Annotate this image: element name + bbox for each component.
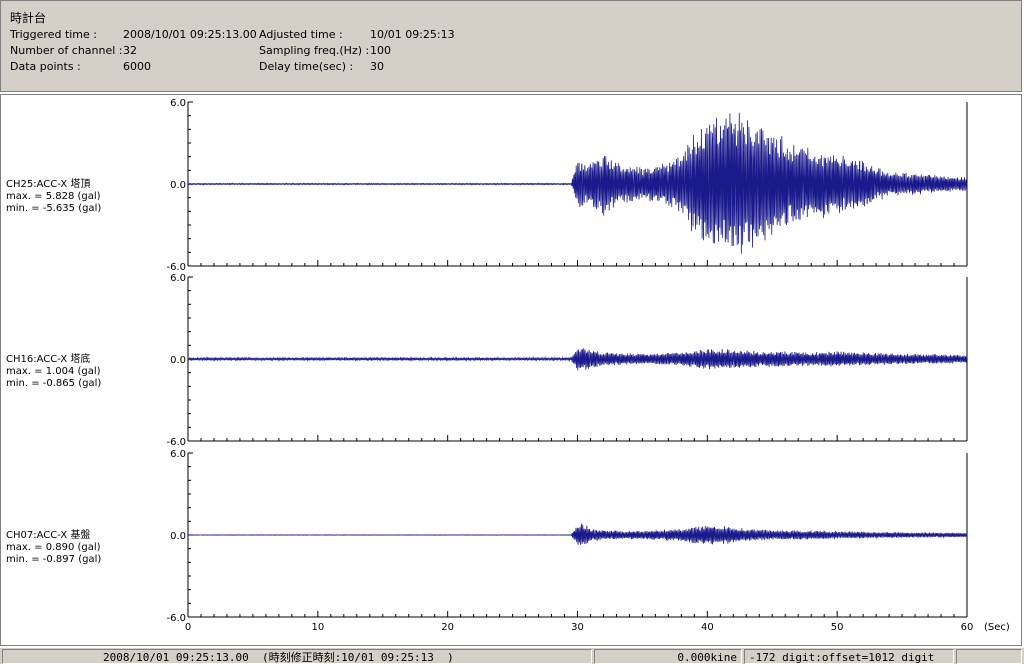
delay-time-label: Delay time(sec) : — [259, 60, 354, 73]
status-empty-cell — [956, 649, 1022, 664]
sampling-freq-label: Sampling freq.(Hz) : — [259, 44, 370, 57]
channel-max-label: max. = 0.890 (gal) — [6, 542, 101, 553]
header-panel: 時計台 Triggered time : 2008/10/01 09:25:13… — [0, 0, 1022, 92]
x-tick-label: 0 — [185, 622, 191, 633]
y-tick-label: 6.0 — [170, 449, 186, 460]
x-tick-label: 30 — [571, 622, 584, 633]
channel-count-value: 32 — [123, 44, 137, 57]
y-tick-label: 6.0 — [170, 98, 186, 109]
channel-count-label: Number of channel : — [10, 44, 123, 57]
x-tick-label: 20 — [441, 622, 454, 633]
data-points-value: 6000 — [123, 60, 151, 73]
data-points-label: Data points : — [10, 60, 81, 73]
x-axis-label: (Sec) — [984, 622, 1010, 633]
station-title: 時計台 — [10, 11, 47, 25]
sampling-freq-value: 100 — [370, 44, 391, 57]
y-tick-label: -6.0 — [166, 613, 186, 624]
triggered-time-value: 2008/10/01 09:25:13.00 — [123, 28, 257, 41]
channel-max-label: max. = 5.828 (gal) — [6, 191, 101, 202]
y-tick-label: 0.0 — [170, 180, 186, 191]
channel-min-label: min. = -0.865 (gal) — [6, 378, 101, 389]
waveform-series-1 — [187, 112, 968, 254]
status-bar: 2008/10/01 09:25:13.00 (時刻修正時刻:10/01 09:… — [0, 647, 1024, 664]
channel-max-label: max. = 1.004 (gal) — [6, 366, 101, 377]
y-tick-label: 6.0 — [170, 273, 186, 284]
channel-name-label: CH07:ACC-X 基盤 — [6, 528, 90, 541]
status-digit: -172 digit:offset=1012 digit — [744, 649, 954, 664]
x-tick-label: 60 — [961, 622, 974, 633]
status-datetime: 2008/10/01 09:25:13.00 (時刻修正時刻:10/01 09:… — [2, 649, 592, 664]
y-tick-label: 0.0 — [170, 531, 186, 542]
y-tick-label: 0.0 — [170, 355, 186, 366]
delay-time-value: 30 — [370, 60, 384, 73]
adjusted-time-value: 10/01 09:25:13 — [370, 28, 455, 41]
waveform-series-3 — [187, 523, 968, 545]
channel-name-label: CH25:ACC-X 塔頂 — [6, 177, 90, 190]
status-kine: 0.000kine — [594, 649, 742, 664]
y-tick-label: -6.0 — [166, 262, 186, 273]
waveform-plot-area[interactable]: 6.0 0.0 -6.0 CH25:ACC-X 塔頂 max. = 5.828 (gal… — [0, 94, 1022, 646]
x-tick-label: 10 — [311, 622, 324, 633]
channel-name-label: CH16:ACC-X 塔底 — [6, 352, 90, 365]
y-tick-label: -6.0 — [166, 437, 186, 448]
triggered-time-label: Triggered time : — [10, 28, 97, 41]
x-tick-label: 40 — [701, 622, 714, 633]
waveform-series-2 — [187, 348, 968, 371]
x-tick-label: 50 — [831, 622, 844, 633]
adjusted-time-label: Adjusted time : — [259, 28, 343, 41]
channel-min-label: min. = -0.897 (gal) — [6, 554, 101, 565]
channel-min-label: min. = -5.635 (gal) — [6, 203, 101, 214]
